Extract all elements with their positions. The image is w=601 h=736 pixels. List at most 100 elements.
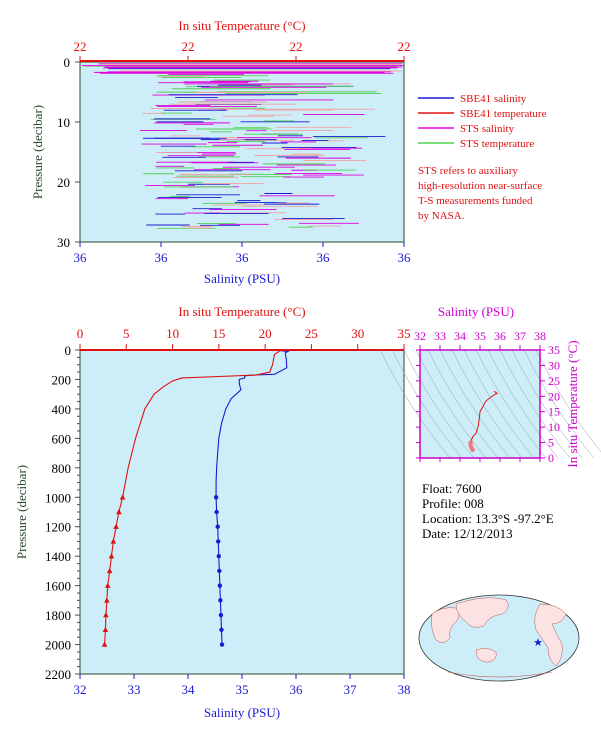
- ts-y-tick-label: 25: [548, 374, 560, 388]
- top-temperature-axis-label: In situ Temperature (°C): [178, 18, 305, 33]
- top-panel: 0 10 20 30 36 36 36 36 36 22 22 22 22 In situ Temper…: [30, 18, 411, 286]
- main-y-tick-label: 800: [52, 461, 72, 476]
- top-x-tick-label: 36: [317, 250, 331, 265]
- ts-density-contour: [535, 349, 601, 453]
- top-x-tick-label: 36: [155, 250, 169, 265]
- note-line-4: by NASA.: [418, 210, 465, 222]
- main-y-tick-label: 1000: [45, 490, 71, 505]
- ts-y-tick-label: 30: [548, 358, 560, 372]
- main-x-tick-label: 38: [398, 682, 411, 697]
- note-line-2: high-resolution near-surface: [418, 180, 542, 192]
- temperature-point: [106, 567, 113, 574]
- ts-density-contour: [415, 349, 487, 459]
- ts-density-contour: [451, 349, 523, 459]
- world-map: ★: [418, 594, 580, 682]
- ts-x-tick-label: 37: [514, 329, 526, 343]
- salinity-point: [218, 612, 224, 618]
- ts-y-tick-label: 35: [548, 343, 560, 357]
- legend-label-sbe41-salinity: SBE41 salinity: [460, 93, 527, 105]
- main-temp-tick-label: 10: [166, 326, 179, 341]
- main-y-tick-label: 200: [52, 372, 72, 387]
- main-y-tick-label: 0: [65, 343, 72, 358]
- ts-temperature-axis-label: In situ Temperature (°C): [565, 340, 580, 467]
- salinity-point: [219, 627, 224, 633]
- note-line-1: STS refers to auxiliary: [418, 165, 518, 177]
- main-x-tick-label: 36: [290, 682, 304, 697]
- main-temp-tick-label: 5: [123, 326, 130, 341]
- ts-point: [470, 447, 475, 453]
- main-y-tick-label: 400: [52, 402, 72, 417]
- ts-density-contour: [403, 349, 475, 459]
- ts-y-tick-label: 10: [548, 420, 560, 434]
- top-temp-tick-label: 22: [182, 39, 195, 54]
- salinity-point: [217, 568, 222, 574]
- main-temp-tick-label: 20: [259, 326, 272, 341]
- top-axis-ticks: 0 10 20 30 36 36 36 36 36 22 22 22 22: [57, 39, 411, 265]
- float-info: Float: 7600 Profile: 008 Location: 13.3°…: [422, 481, 554, 541]
- ts-density-contour: [427, 349, 499, 459]
- ts-x-tick-label: 35: [474, 329, 486, 343]
- map-land-australia: [475, 648, 497, 663]
- main-x-tick-label: 33: [128, 682, 141, 697]
- temperature-point: [104, 597, 110, 603]
- main-panel: 0200400600800100012001400160018002000220…: [14, 304, 411, 720]
- float-location: Location: 13.3°S -97.2°E: [422, 511, 554, 526]
- ts-x-tick-label: 38: [534, 329, 546, 343]
- main-x-tick-label: 32: [74, 682, 87, 697]
- ts-x-tick-label: 33: [434, 329, 446, 343]
- top-y-tick-label: 10: [57, 115, 70, 130]
- ts-density-contour: [391, 349, 463, 459]
- legend: SBE41 salinity SBE41 temperature STS sal…: [418, 93, 547, 150]
- note-line-3: T-S measurements funded: [418, 195, 533, 207]
- top-pressure-axis-label: Pressure (decibar): [30, 105, 45, 199]
- ts-density-contour: [439, 349, 511, 459]
- main-y-tick-label: 1800: [45, 608, 71, 623]
- ts-x-tick-label: 32: [414, 329, 426, 343]
- main-y-tick-label: 1200: [45, 520, 71, 535]
- ts-y-tick-label: 0: [548, 451, 554, 465]
- ts-density-contour: [487, 349, 559, 459]
- salinity-point: [219, 642, 225, 647]
- temperature-point: [119, 494, 126, 500]
- main-y-tick-label: 1400: [45, 549, 71, 564]
- main-pressure-axis-label: Pressure (decibar): [14, 465, 29, 559]
- ts-density-contour: [511, 349, 583, 459]
- top-temp-tick-label: 22: [398, 39, 411, 54]
- top-x-tick-label: 36: [236, 250, 250, 265]
- ts-y-tick-label: 20: [548, 389, 560, 403]
- top-temp-tick-label: 22: [290, 39, 303, 54]
- temperature-point: [113, 523, 119, 529]
- temperature-profile-line: [103, 349, 281, 645]
- ts-density-contour: [499, 349, 571, 459]
- ts-density-contour: [475, 349, 547, 459]
- main-x-tick-label: 34: [182, 682, 196, 697]
- main-x-tick-label: 37: [344, 682, 358, 697]
- ts-plot-area: [420, 350, 540, 458]
- ts-x-tick-label: 36: [494, 329, 506, 343]
- ts-density-contour: [463, 349, 535, 459]
- top-x-tick-label: 36: [398, 250, 412, 265]
- main-y-tick-label: 1600: [45, 579, 71, 594]
- main-y-tick-label: 2000: [45, 638, 71, 653]
- main-temp-tick-label: 25: [305, 326, 318, 341]
- salinity-point: [215, 524, 220, 529]
- main-temperature-axis-label: In situ Temperature (°C): [178, 304, 305, 319]
- top-temp-tick-label: 22: [74, 39, 87, 54]
- ts-diagram-content: [379, 349, 601, 459]
- map-land-africa-europe: [431, 607, 460, 643]
- profile-number: Profile: 008: [422, 496, 484, 511]
- main-salinity-axis-label: Salinity (PSU): [204, 705, 280, 720]
- temperature-point: [116, 509, 122, 515]
- top-y-tick-label: 20: [57, 175, 70, 190]
- main-profile-lines: [101, 349, 290, 647]
- main-plot-area: [80, 350, 404, 674]
- map-land-americas: [534, 603, 567, 667]
- main-axis-ticks: 0200400600800100012001400160018002000220…: [45, 326, 411, 697]
- main-y-tick-label: 2200: [45, 667, 71, 682]
- main-temp-tick-label: 15: [212, 326, 225, 341]
- float-number: Float: 7600: [422, 481, 482, 496]
- map-land-antarctica: [447, 671, 553, 678]
